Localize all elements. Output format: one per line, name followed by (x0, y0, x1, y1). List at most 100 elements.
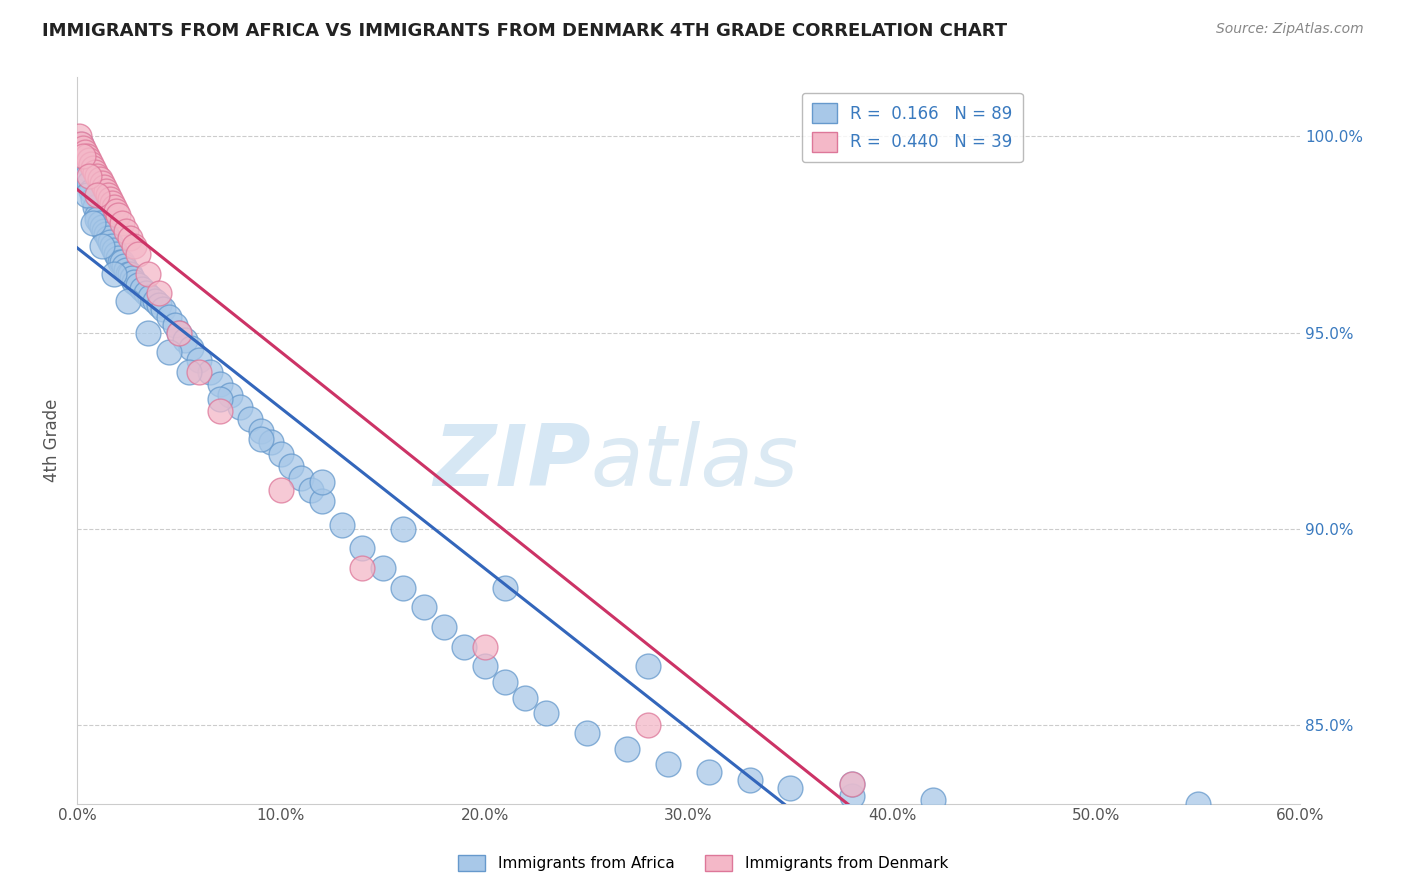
Point (179, 365, 201, 379)
Point (738, 773, 761, 788)
Point (616, 741, 638, 756)
Point (94, 227, 117, 242)
Point (135, 286, 157, 301)
Point (90, 219, 112, 234)
Point (82, 216, 104, 230)
Text: Source: ZipAtlas.com: Source: ZipAtlas.com (1216, 22, 1364, 37)
Point (290, 471, 312, 485)
Point (330, 517, 353, 532)
Point (779, 780, 801, 795)
Point (84, 200, 107, 214)
Point (103, 243, 125, 257)
Point (637, 659, 659, 673)
Point (117, 294, 139, 309)
Point (453, 640, 475, 654)
Point (76, 149, 98, 163)
Point (1187, 797, 1209, 811)
Point (152, 301, 174, 316)
Point (311, 475, 333, 489)
Point (157, 310, 180, 324)
Point (392, 522, 415, 536)
Point (79, 177, 101, 191)
Point (841, 789, 863, 803)
Point (249, 424, 271, 438)
Point (311, 494, 333, 508)
Point (115, 262, 138, 277)
Point (131, 282, 153, 296)
Point (371, 561, 394, 575)
Point (138, 326, 160, 340)
Point (208, 376, 231, 391)
Point (188, 353, 211, 368)
Point (111, 216, 134, 230)
Legend: Immigrants from Africa, Immigrants from Denmark: Immigrants from Africa, Immigrants from … (451, 849, 955, 877)
Text: atlas: atlas (591, 421, 799, 504)
Point (352, 561, 374, 575)
Point (84, 164, 107, 178)
Point (127, 247, 149, 261)
Point (127, 278, 149, 293)
Point (139, 290, 162, 304)
Point (75, 145, 97, 159)
Point (167, 326, 190, 340)
Y-axis label: 4th Grade: 4th Grade (44, 399, 60, 483)
Point (103, 200, 125, 214)
Point (70, 137, 93, 152)
Point (163, 318, 186, 332)
Point (108, 255, 131, 269)
Point (72, 149, 94, 163)
Point (122, 239, 145, 253)
Point (1085, 816, 1108, 830)
Point (103, 267, 125, 281)
Point (148, 298, 170, 312)
Point (260, 435, 283, 450)
Point (494, 581, 516, 595)
Point (93, 180, 115, 194)
Point (67, 129, 90, 144)
Point (98, 192, 121, 206)
Point (72, 149, 94, 163)
Point (922, 793, 945, 807)
Point (112, 259, 135, 273)
Point (70, 137, 93, 152)
Point (352, 541, 374, 556)
Point (208, 392, 231, 407)
Point (90, 239, 112, 253)
Point (157, 345, 180, 359)
Point (174, 334, 197, 348)
Point (97, 231, 120, 245)
Point (575, 726, 598, 740)
Point (82, 192, 104, 206)
Point (82, 161, 104, 175)
Point (111, 255, 134, 269)
Point (117, 267, 139, 281)
Point (280, 458, 302, 473)
Point (107, 208, 129, 222)
Point (79, 153, 101, 167)
Point (120, 267, 142, 281)
Point (229, 400, 252, 414)
Point (115, 223, 138, 237)
Point (657, 757, 679, 772)
Point (474, 640, 496, 654)
Point (180, 341, 202, 355)
Point (94, 184, 117, 198)
Point (249, 432, 271, 446)
Point (239, 412, 262, 426)
Point (86, 188, 108, 202)
Point (76, 188, 98, 202)
Point (107, 251, 129, 265)
Point (637, 718, 659, 732)
Point (90, 177, 112, 191)
Point (143, 294, 166, 309)
Point (97, 188, 120, 202)
Point (697, 765, 720, 780)
Point (219, 388, 242, 402)
Point (392, 581, 415, 595)
Legend: R =  0.166   N = 89, R =  0.440   N = 39: R = 0.166 N = 89, R = 0.440 N = 39 (801, 93, 1022, 162)
Point (270, 447, 292, 461)
Point (841, 777, 863, 791)
Point (76, 169, 98, 183)
Point (86, 211, 108, 226)
Point (494, 675, 516, 690)
